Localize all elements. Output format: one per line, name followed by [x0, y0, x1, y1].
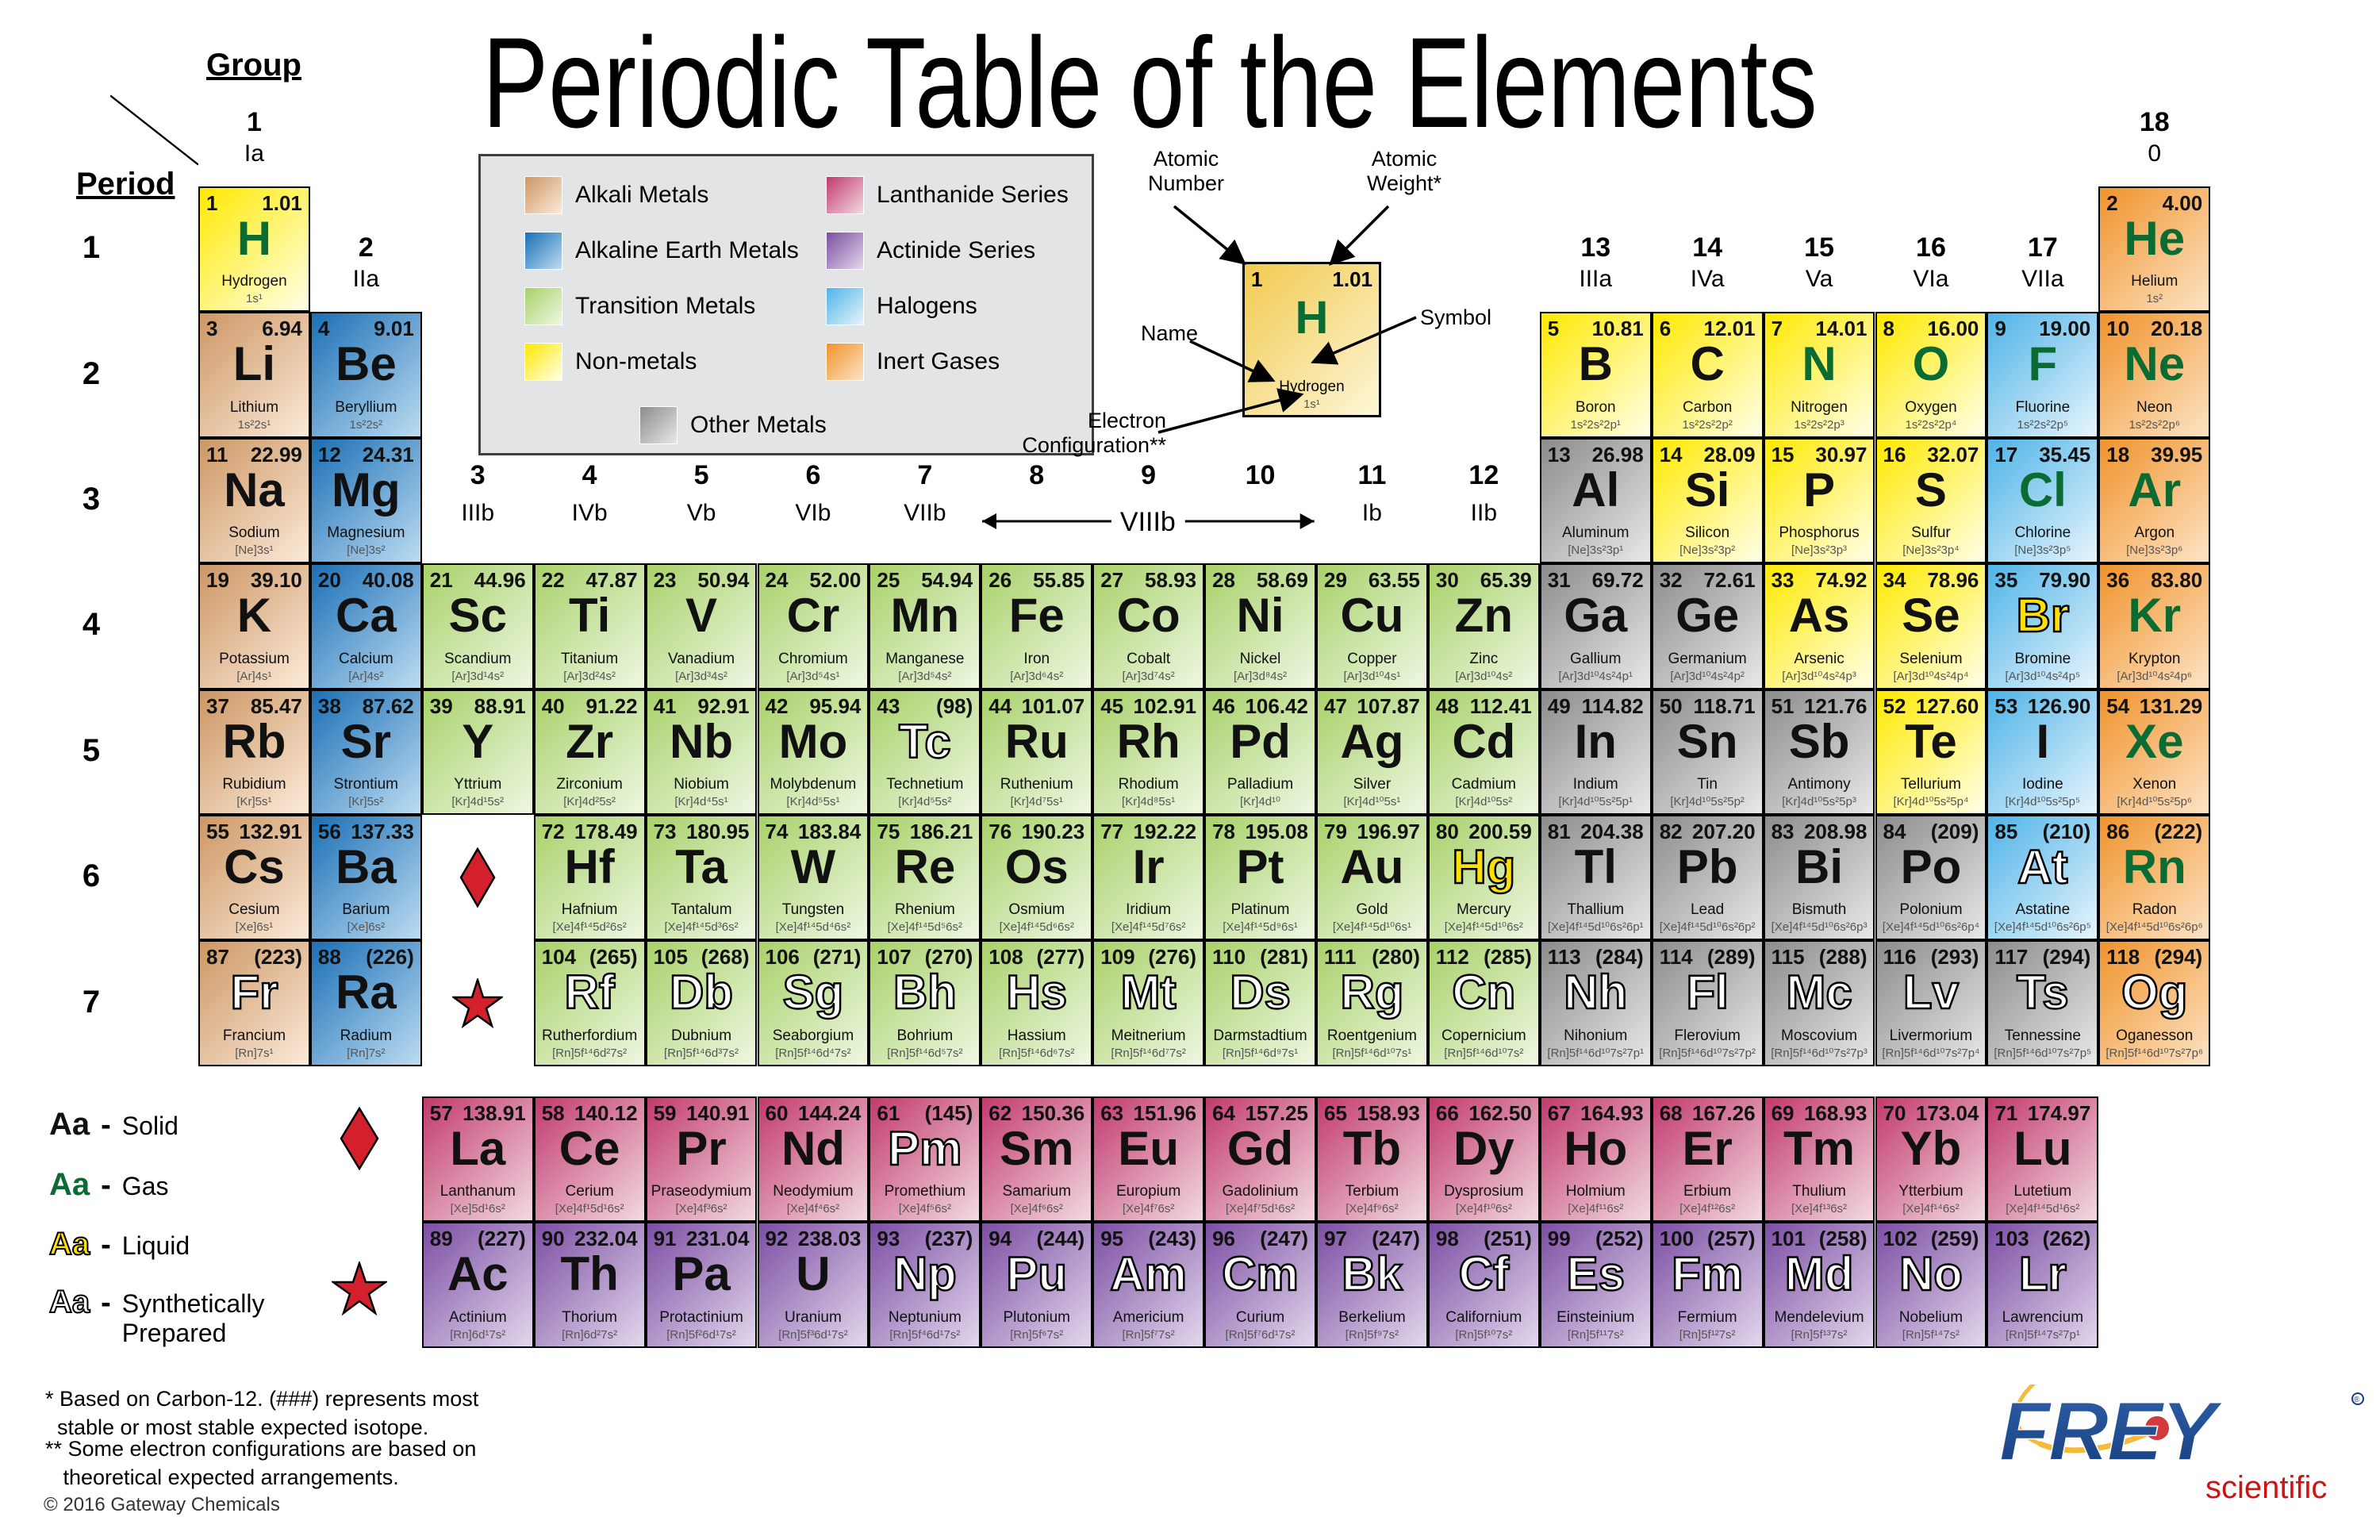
svg-text:FREY: FREY — [1999, 1385, 2223, 1478]
svg-text:®: ® — [2354, 1396, 2360, 1404]
